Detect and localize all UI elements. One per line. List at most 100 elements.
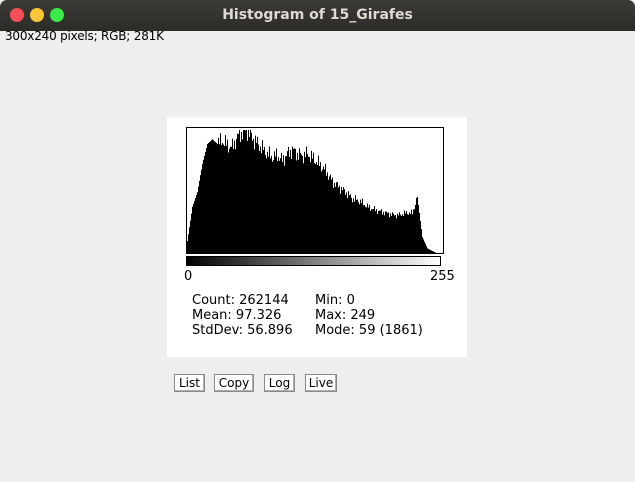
histogram-bar — [245, 130, 246, 253]
histogram-bar — [406, 211, 407, 253]
histogram-bar — [301, 154, 302, 253]
histogram-bar — [310, 162, 311, 253]
histogram-bar — [337, 182, 338, 253]
live-button[interactable]: Live — [305, 374, 337, 392]
histogram-bar — [261, 153, 262, 253]
histogram-bar — [432, 251, 433, 253]
stats-left-column: Count: 262144 Mean: 97.326 StdDev: 56.89… — [192, 293, 293, 338]
histogram-bar — [325, 163, 326, 253]
histogram-bar — [371, 209, 372, 253]
histogram-bar — [376, 209, 377, 253]
histogram-bar — [424, 241, 425, 253]
histogram-bar — [233, 149, 234, 253]
histogram-bar — [361, 203, 362, 253]
histogram-bar — [435, 252, 436, 253]
maximize-window-button[interactable] — [50, 8, 64, 22]
histogram-bar — [367, 203, 368, 253]
histogram-bar — [262, 140, 263, 253]
histogram-bar — [280, 158, 281, 253]
histogram-bar — [384, 215, 385, 253]
histogram-bar — [283, 155, 284, 253]
histogram-bar — [397, 213, 398, 253]
histogram-bar — [195, 198, 196, 253]
histogram-bar — [223, 144, 224, 253]
histogram-bar — [404, 210, 405, 253]
histogram-bar — [386, 211, 387, 253]
histogram-bar — [316, 162, 317, 253]
histogram-bar — [418, 204, 419, 253]
histogram-bar — [258, 144, 259, 253]
histogram-bar — [317, 165, 318, 253]
histogram-bar — [332, 177, 333, 253]
log-button[interactable]: Log — [264, 374, 295, 392]
histogram-bar — [202, 163, 203, 253]
histogram-bar — [344, 189, 345, 253]
histogram-bar — [327, 172, 328, 253]
histogram-bar — [426, 246, 427, 253]
histogram-bar — [308, 156, 309, 253]
histogram-bar — [379, 210, 380, 253]
histogram-bar — [420, 221, 421, 253]
histogram-bar — [358, 202, 359, 253]
histogram-bar — [284, 165, 285, 253]
histogram-bar — [235, 149, 236, 253]
mode-stat: Mode: 59 (1861) — [315, 323, 423, 338]
histogram-bar — [272, 161, 273, 253]
histogram-bar — [349, 195, 350, 253]
histogram-bar — [366, 207, 367, 253]
histogram-bar — [187, 241, 188, 253]
lut-gradient-bar — [186, 256, 441, 266]
histogram-bar — [322, 169, 323, 253]
axis-min-label: 0 — [184, 269, 193, 284]
histogram-bar — [225, 135, 226, 253]
histogram-bar — [395, 215, 396, 253]
histogram-bar — [267, 151, 268, 253]
close-window-button[interactable] — [10, 8, 24, 22]
count-stat: Count: 262144 — [192, 293, 289, 308]
histogram-bar — [197, 192, 198, 253]
histogram-bar — [287, 151, 288, 253]
histogram-bar — [416, 197, 417, 253]
histogram-bar — [401, 215, 402, 253]
histogram-bar — [260, 146, 261, 253]
list-button[interactable]: List — [174, 374, 205, 392]
histogram-bar — [403, 215, 404, 253]
histogram-bar — [211, 140, 212, 253]
histogram-bar — [309, 157, 310, 253]
histogram-bar — [278, 157, 279, 253]
histogram-bar — [216, 143, 217, 253]
histogram-bar — [411, 209, 412, 253]
histogram-bar — [323, 166, 324, 253]
histogram-bar — [263, 150, 264, 253]
histogram-bar — [329, 176, 330, 253]
histogram-bar — [390, 213, 391, 253]
histogram-bar — [305, 157, 306, 253]
histogram-bar — [239, 130, 240, 253]
histogram-bar — [334, 182, 335, 253]
histogram-bar — [221, 144, 222, 253]
histogram-bar — [238, 134, 239, 253]
histogram-bar — [408, 214, 409, 253]
histogram-bar — [240, 142, 241, 253]
histogram-bar — [373, 209, 374, 253]
histogram-bar — [236, 138, 237, 253]
copy-button[interactable]: Copy — [214, 374, 254, 392]
histogram-bar — [311, 150, 312, 253]
histogram-bar — [346, 192, 347, 253]
histogram-bar — [357, 199, 358, 253]
histogram-bar — [207, 143, 208, 253]
histogram-bar — [385, 211, 386, 253]
histogram-bar — [318, 155, 319, 253]
axis-max-label: 255 — [430, 269, 455, 284]
histogram-bar — [428, 248, 429, 253]
histogram-bar — [199, 180, 200, 253]
histogram-bar — [188, 234, 189, 253]
histogram-bar — [382, 214, 383, 253]
histogram-bar — [203, 159, 204, 253]
histogram-bar — [387, 212, 388, 253]
histogram-bar — [374, 206, 375, 253]
histogram-bar — [246, 130, 247, 253]
minimize-window-button[interactable] — [30, 8, 44, 22]
histogram-bar — [219, 144, 220, 253]
histogram-bar — [335, 186, 336, 253]
